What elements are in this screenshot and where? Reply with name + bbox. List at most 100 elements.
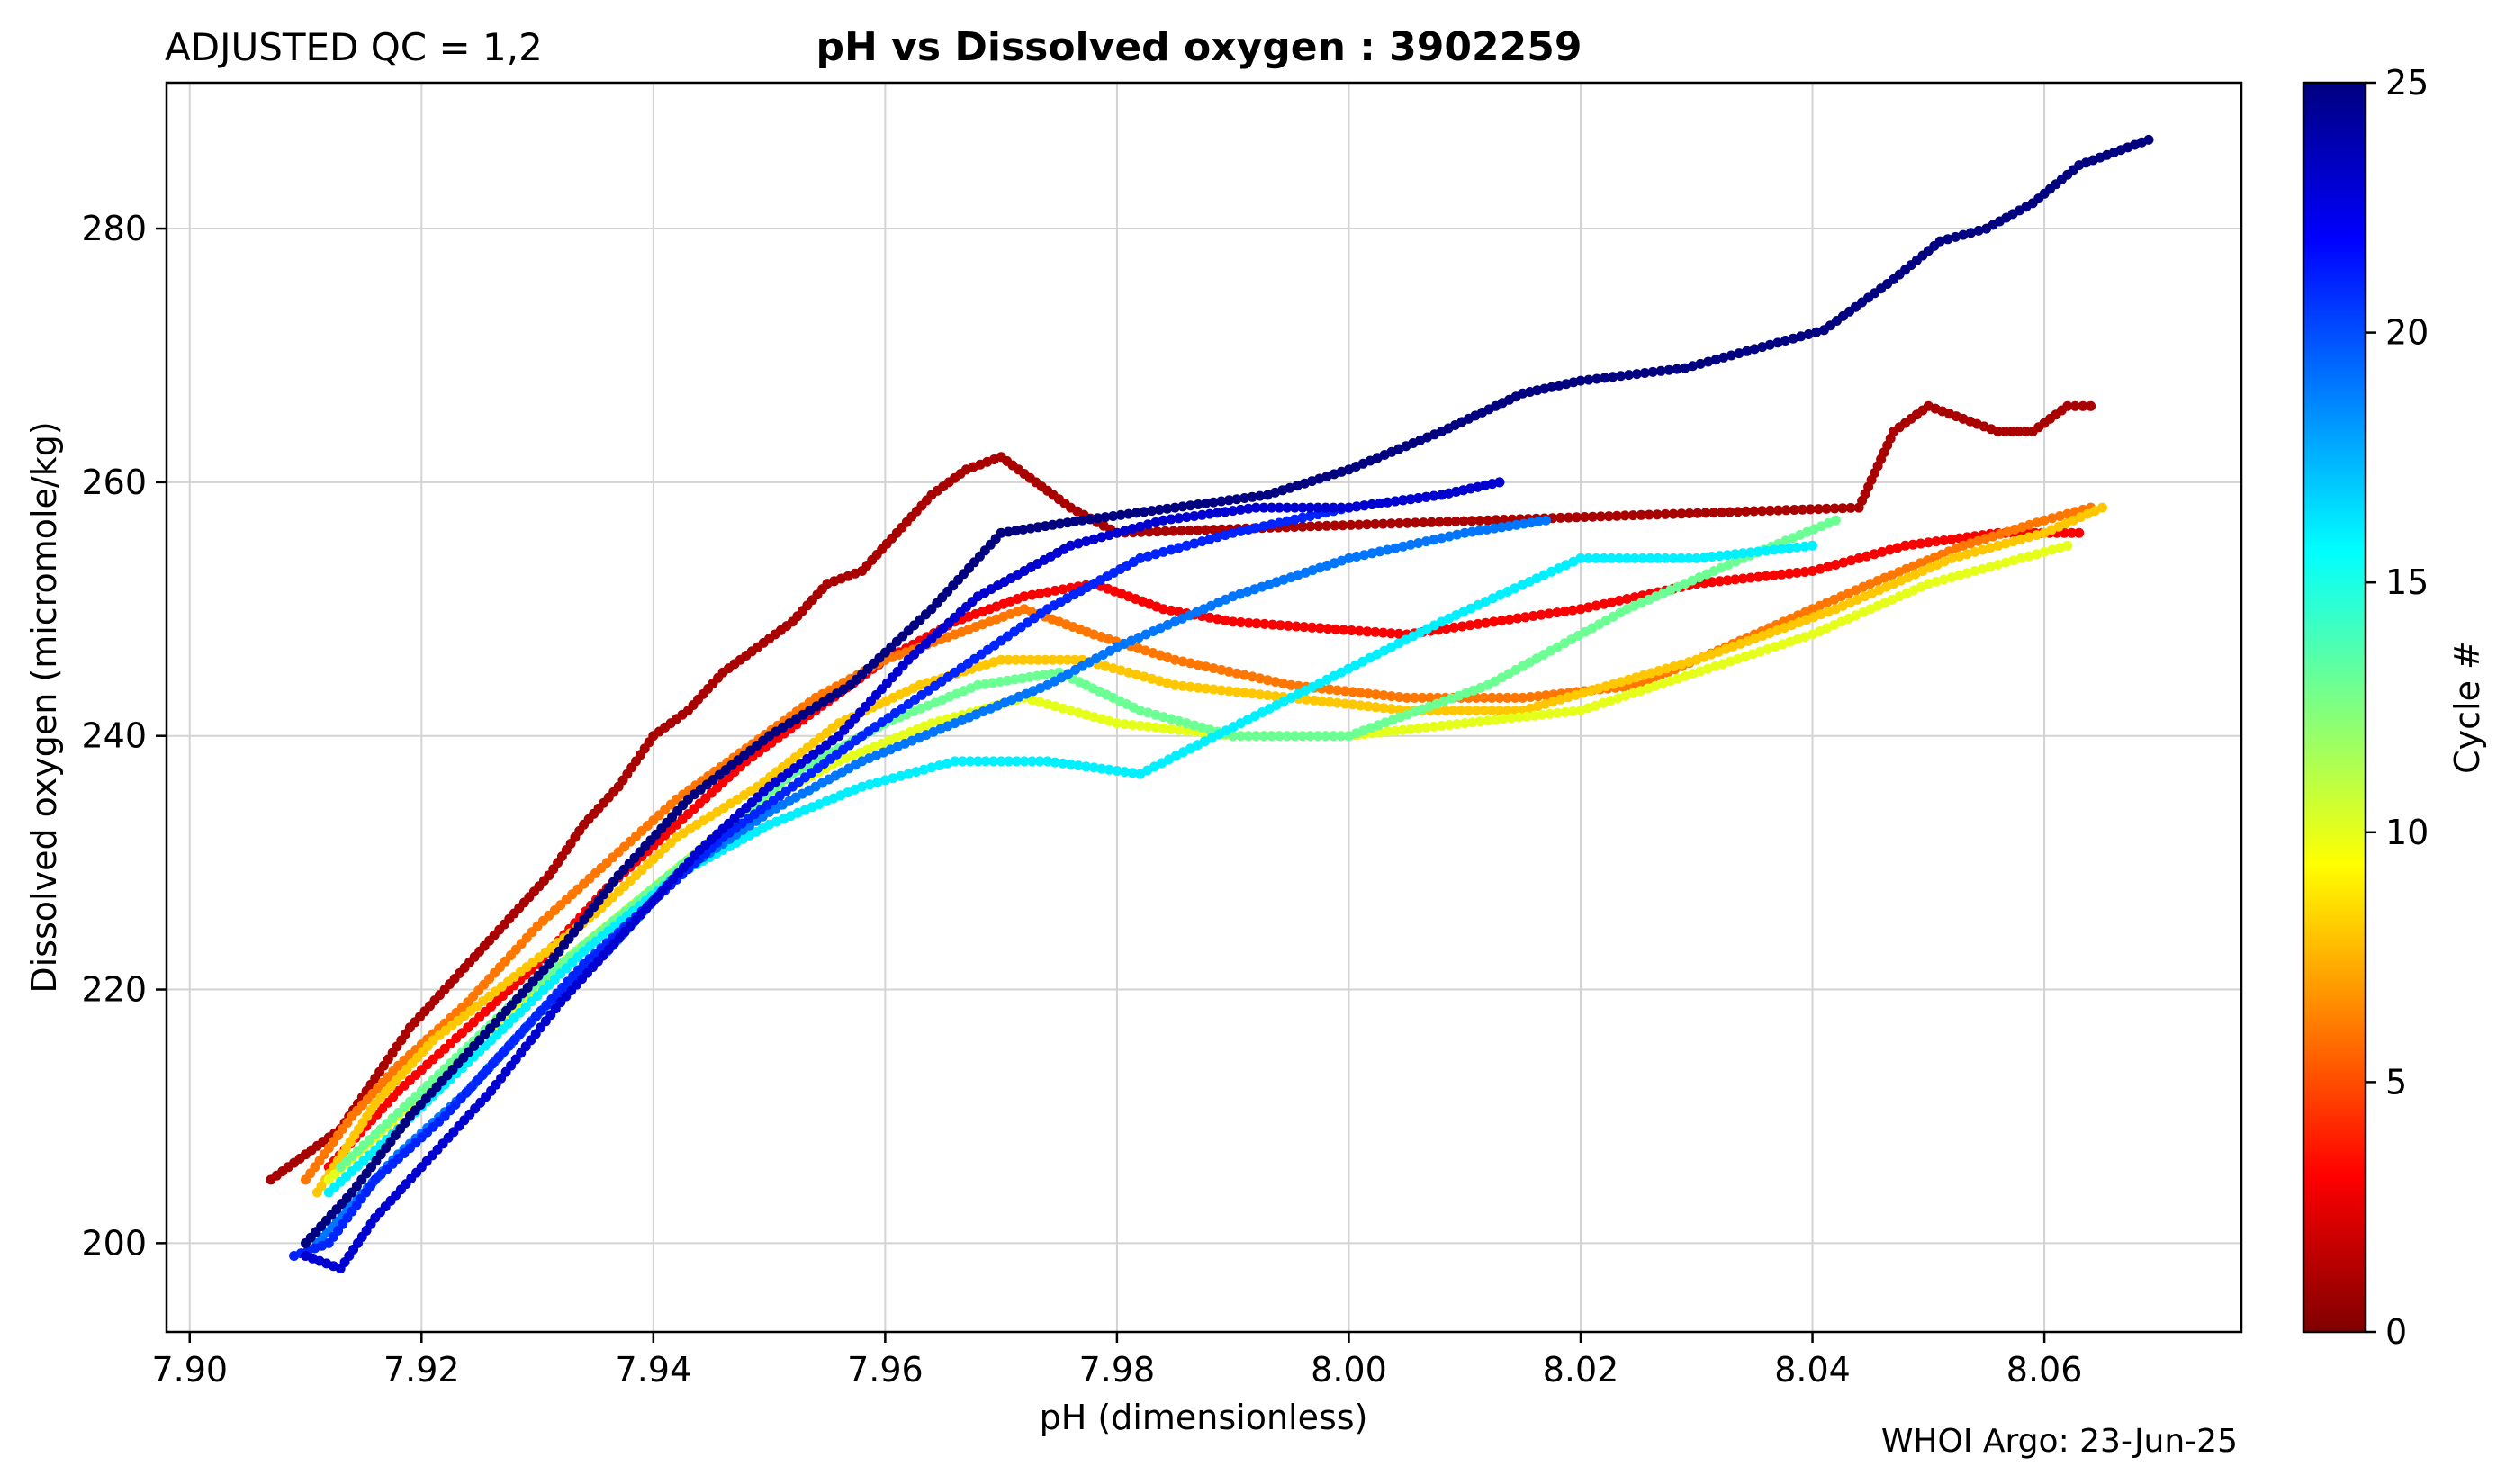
data-point — [1019, 591, 1030, 602]
data-point — [1521, 711, 1532, 722]
data-point — [1452, 529, 1463, 540]
data-point — [1050, 701, 1060, 712]
data-point — [1473, 599, 1483, 610]
data-point — [1270, 677, 1281, 688]
data-point — [1606, 553, 1617, 563]
data-point — [1954, 570, 1965, 580]
data-point — [1085, 514, 1095, 525]
data-point — [1420, 491, 1431, 502]
data-point — [1555, 694, 1566, 705]
data-point — [1339, 625, 1349, 635]
data-point — [1274, 731, 1285, 742]
data-point — [1575, 604, 1586, 615]
data-point — [1278, 679, 1288, 688]
data-point — [1645, 553, 1655, 563]
data-point — [1532, 701, 1543, 712]
data-point — [2097, 502, 2107, 513]
data-point — [1158, 515, 1168, 526]
data-point — [1830, 515, 1841, 526]
data-point — [1251, 618, 1262, 629]
data-point — [1003, 654, 1014, 665]
data-point — [1691, 553, 1702, 563]
data-point — [1166, 605, 1176, 616]
data-point — [1316, 696, 1327, 706]
data-point — [1688, 669, 1699, 679]
data-point — [1243, 617, 1254, 628]
data-point — [1274, 517, 1285, 528]
data-point — [1699, 553, 1709, 562]
data-point — [1829, 503, 1840, 514]
data-point — [1946, 572, 1957, 583]
data-point — [1339, 698, 1350, 709]
data-point — [1564, 512, 1574, 523]
data-point — [1695, 358, 1706, 369]
data-point — [1289, 731, 1300, 742]
data-point — [1776, 544, 1787, 554]
data-point — [1322, 624, 1333, 634]
data-point — [1939, 535, 1949, 545]
data-point — [2067, 527, 2077, 538]
data-point — [1425, 692, 1436, 703]
data-point — [1386, 691, 1397, 702]
data-point — [1312, 731, 1323, 742]
data-point — [1934, 236, 1945, 247]
data-point — [1371, 702, 1381, 713]
colorbar — [2302, 81, 2367, 1334]
data-point — [1923, 579, 1934, 589]
data-point — [1502, 692, 1512, 703]
data-point — [1065, 706, 1076, 715]
data-point — [2039, 546, 2050, 557]
data-point — [2008, 555, 2019, 566]
y-tick-label: 260 — [81, 463, 147, 502]
data-point — [872, 777, 883, 787]
data-point — [1494, 692, 1505, 703]
data-point — [1270, 691, 1281, 702]
data-point — [1324, 697, 1335, 707]
data-point — [1643, 683, 1654, 694]
data-point — [1181, 725, 1192, 736]
data-point — [1486, 706, 1497, 715]
data-point — [1032, 654, 1043, 665]
data-point — [1900, 540, 1911, 551]
data-point — [2074, 527, 2085, 538]
data-point — [1289, 514, 1300, 525]
data-point — [1567, 706, 1578, 716]
data-point — [1193, 682, 1203, 693]
data-point — [1393, 705, 1404, 715]
data-point — [1688, 361, 1698, 372]
data-point — [1512, 613, 1523, 624]
data-point — [1354, 519, 1365, 530]
data-point — [1011, 526, 1021, 536]
data-point — [1282, 502, 1293, 513]
data-point — [1853, 553, 1864, 563]
data-point — [1491, 515, 1501, 526]
data-point — [1250, 523, 1261, 534]
data-point — [1142, 519, 1153, 530]
data-point — [1301, 694, 1312, 705]
data-point — [1378, 703, 1389, 714]
data-point — [1208, 684, 1219, 695]
data-point — [1869, 549, 1879, 560]
data-point — [1382, 497, 1393, 508]
data-point — [1450, 516, 1461, 526]
data-point — [1837, 503, 1848, 514]
data-point — [1285, 679, 1296, 690]
data-point — [1753, 571, 1763, 582]
data-point — [1479, 706, 1490, 715]
data-point — [1027, 589, 1037, 600]
data-point — [1413, 723, 1424, 733]
data-point — [1595, 511, 1606, 522]
data-point — [988, 756, 999, 767]
data-point — [1100, 512, 1111, 523]
data-point — [1042, 587, 1053, 598]
data-point — [1545, 708, 1555, 719]
data-point — [1243, 525, 1254, 535]
data-point — [918, 764, 929, 775]
data-point — [1757, 506, 1768, 517]
data-point — [1073, 538, 1084, 549]
data-point — [1034, 697, 1045, 707]
data-point — [965, 756, 976, 767]
data-point — [1299, 622, 1310, 633]
data-point — [1181, 540, 1192, 551]
data-point — [1386, 704, 1397, 715]
